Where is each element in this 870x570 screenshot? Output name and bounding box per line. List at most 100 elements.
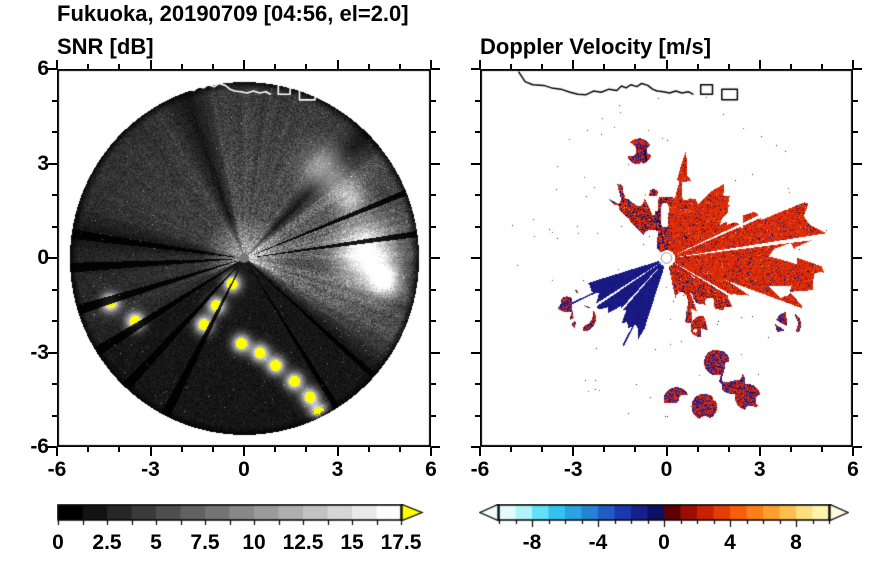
axis-tick-top — [118, 64, 121, 69]
axis-tick-left — [48, 446, 57, 448]
axis-tick-top — [367, 64, 370, 69]
axis-tick-bottom — [479, 447, 481, 456]
axis-tick-right — [431, 131, 436, 133]
x-tick-label: 3 — [331, 458, 344, 481]
axis-tick-bottom — [398, 447, 401, 452]
axis-tick-top — [727, 64, 730, 69]
axis-tick-left — [471, 446, 480, 448]
axis-tick-right — [431, 194, 436, 196]
axis-tick-right — [853, 131, 858, 133]
y-tick-label: 3 — [37, 151, 49, 175]
axis-tick-bottom — [274, 447, 277, 452]
colorbar-tick-label: 17.5 — [380, 531, 422, 554]
x-tick-label: -6 — [470, 458, 490, 481]
axis-tick-bottom — [572, 447, 575, 456]
y-tick-label: 0 — [37, 246, 49, 269]
axis-tick-right — [853, 320, 858, 322]
figure-title: Fukuoka, 20190709 [04:56, el=2.0] — [57, 1, 409, 26]
x-tick-label: 0 — [660, 458, 673, 481]
axis-tick-bottom — [336, 447, 339, 456]
snr-colorbar — [57, 504, 424, 528]
axis-tick-top — [180, 64, 183, 69]
axis-tick-left — [475, 414, 480, 417]
colorbar-tick-label: 2.5 — [92, 531, 122, 554]
snr-radar-plot — [57, 69, 431, 447]
axis-tick-top — [603, 64, 606, 69]
x-tick-label: -3 — [563, 458, 583, 481]
axis-tick-top — [572, 60, 575, 69]
axis-tick-top — [665, 60, 668, 69]
x-tick-label: -6 — [47, 458, 67, 481]
axis-tick-right — [853, 414, 858, 417]
axis-tick-right — [431, 383, 436, 385]
colorbar-tick-label: 0 — [52, 531, 64, 554]
axis-tick-left — [48, 257, 57, 259]
axis-tick-left — [475, 194, 480, 196]
axis-tick-top — [56, 60, 58, 69]
x-tick-label: -3 — [141, 458, 160, 481]
axis-tick-bottom — [541, 447, 544, 452]
x-tick-label: 3 — [753, 458, 766, 481]
axis-tick-left — [52, 320, 57, 322]
axis-tick-top — [274, 64, 277, 69]
axis-tick-bottom — [852, 447, 854, 456]
axis-tick-bottom — [56, 447, 58, 456]
axis-tick-top — [243, 60, 245, 69]
axis-tick-top — [336, 60, 339, 69]
axis-tick-left — [471, 162, 480, 165]
axis-tick-left — [475, 383, 480, 385]
axis-tick-bottom — [634, 447, 637, 452]
axis-tick-top — [149, 60, 152, 69]
axis-tick-left — [52, 288, 57, 291]
axis-tick-bottom — [603, 447, 606, 452]
axis-tick-right — [431, 257, 440, 259]
axis-tick-right — [431, 414, 436, 417]
axis-tick-right — [431, 351, 440, 354]
doppler-panel-title: Doppler Velocity [m/s] — [480, 34, 712, 59]
axis-tick-left — [48, 162, 57, 165]
axis-tick-top — [510, 64, 513, 69]
doppler-colorbar — [479, 504, 849, 528]
colorbar-tick-label: 8 — [790, 531, 802, 554]
axis-tick-right — [431, 446, 440, 448]
axis-tick-right — [431, 225, 436, 228]
axis-tick-top — [541, 64, 544, 69]
axis-tick-bottom — [665, 447, 668, 456]
x-tick-label: 0 — [238, 458, 250, 481]
axis-tick-bottom — [149, 447, 152, 456]
axis-tick-bottom — [789, 447, 792, 452]
axis-tick-right — [853, 288, 858, 291]
axis-tick-top — [398, 64, 401, 69]
axis-tick-right — [853, 99, 858, 102]
axis-tick-bottom — [118, 447, 121, 452]
axis-tick-right — [853, 383, 858, 385]
axis-tick-bottom — [820, 447, 823, 452]
axis-tick-bottom — [727, 447, 730, 452]
axis-tick-left — [52, 225, 57, 228]
axis-tick-left — [52, 383, 57, 385]
axis-tick-left — [48, 68, 57, 70]
colorbar-tick-label: 15 — [340, 531, 364, 554]
snr-panel-title: SNR [dB] — [57, 34, 154, 59]
axis-tick-top — [696, 64, 699, 69]
axis-tick-left — [475, 99, 480, 102]
axis-tick-right — [853, 68, 862, 70]
x-tick-label: 6 — [425, 458, 437, 481]
axis-tick-left — [48, 351, 57, 354]
axis-tick-top — [305, 64, 308, 69]
axis-tick-top — [758, 60, 761, 69]
colorbar-tick-label: -4 — [588, 531, 608, 554]
colorbar-tick-label: 4 — [724, 531, 736, 554]
axis-tick-left — [52, 414, 57, 417]
axis-tick-left — [475, 288, 480, 291]
axis-tick-top — [87, 64, 90, 69]
axis-tick-top — [479, 60, 481, 69]
colorbar-tick-label: 12.5 — [282, 531, 324, 554]
axis-tick-bottom — [211, 447, 214, 452]
axis-tick-bottom — [305, 447, 308, 452]
y-tick-label: -6 — [30, 435, 49, 458]
axis-tick-left — [475, 225, 480, 228]
axis-tick-left — [52, 99, 57, 102]
axis-tick-bottom — [696, 447, 699, 452]
